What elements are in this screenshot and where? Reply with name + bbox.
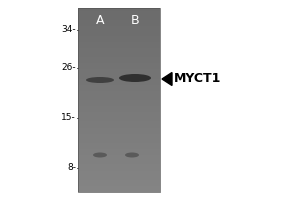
Bar — [78, 103, 160, 106]
Text: 34-: 34- — [61, 25, 76, 34]
Ellipse shape — [119, 74, 151, 82]
Bar — [78, 51, 160, 54]
Bar — [78, 91, 160, 94]
Bar — [78, 118, 160, 121]
Bar — [78, 82, 160, 85]
Bar — [78, 177, 160, 180]
Bar — [78, 45, 160, 48]
Bar — [78, 143, 160, 146]
Bar — [78, 48, 160, 51]
Bar — [78, 85, 160, 88]
Bar — [78, 54, 160, 57]
Bar — [78, 109, 160, 112]
Bar — [78, 11, 160, 14]
Bar — [78, 14, 160, 17]
Bar — [78, 171, 160, 174]
Bar — [78, 100, 160, 103]
Bar — [78, 29, 160, 33]
Text: 15-: 15- — [61, 114, 76, 122]
Bar — [78, 167, 160, 171]
Bar — [78, 189, 160, 192]
Bar — [78, 94, 160, 97]
Bar — [78, 17, 160, 20]
Bar — [78, 131, 160, 134]
Bar — [78, 8, 160, 192]
Text: A: A — [96, 14, 104, 27]
Bar — [78, 63, 160, 66]
Bar — [78, 121, 160, 125]
Bar — [78, 33, 160, 36]
Bar — [78, 97, 160, 100]
Bar — [78, 60, 160, 63]
Bar — [78, 146, 160, 149]
Text: 8-: 8- — [67, 164, 76, 172]
Text: 26-: 26- — [61, 64, 76, 72]
Ellipse shape — [93, 152, 107, 158]
Bar — [78, 137, 160, 140]
Polygon shape — [162, 72, 172, 86]
Bar — [78, 115, 160, 118]
Bar — [78, 57, 160, 60]
Bar — [78, 23, 160, 26]
Bar — [78, 66, 160, 69]
Text: B: B — [131, 14, 139, 27]
Text: MYCT1: MYCT1 — [174, 72, 221, 86]
Bar — [78, 128, 160, 131]
Bar — [78, 158, 160, 161]
Bar — [78, 106, 160, 109]
Bar — [78, 8, 160, 11]
Bar — [78, 36, 160, 39]
Bar — [78, 39, 160, 42]
Bar — [78, 140, 160, 143]
Bar — [78, 125, 160, 128]
Bar — [78, 186, 160, 189]
Ellipse shape — [86, 77, 114, 83]
Bar — [78, 69, 160, 72]
Bar — [78, 180, 160, 183]
Bar — [78, 149, 160, 152]
Bar — [78, 174, 160, 177]
Bar — [78, 183, 160, 186]
Bar — [78, 20, 160, 23]
Bar — [78, 155, 160, 158]
Bar — [78, 79, 160, 82]
Ellipse shape — [125, 152, 139, 158]
Bar — [78, 88, 160, 91]
Bar — [78, 42, 160, 45]
Bar — [78, 164, 160, 167]
Bar — [78, 112, 160, 115]
Bar — [78, 75, 160, 79]
Bar — [78, 72, 160, 75]
Bar — [78, 161, 160, 164]
Bar — [78, 152, 160, 155]
Bar — [78, 26, 160, 29]
Bar — [78, 134, 160, 137]
